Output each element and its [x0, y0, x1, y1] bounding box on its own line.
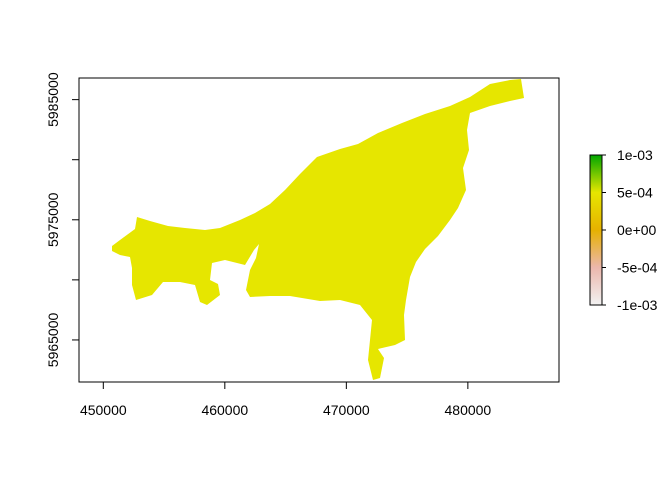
legend-tick-label: 1e-03 [617, 147, 653, 163]
legend-tick-label: -5e-04 [617, 260, 658, 276]
y-tick-label: 5975000 [45, 192, 61, 247]
x-tick-label: 480000 [445, 402, 492, 418]
x-tick-label: 460000 [201, 402, 248, 418]
legend-ticks: -1e-03 -5e-04 0e+00 5e-04 1e-03 [602, 147, 658, 313]
x-tick-label: 450000 [80, 402, 127, 418]
legend-tick-label: 0e+00 [617, 222, 657, 238]
x-axis: 450000 460000 470000 480000 [80, 381, 492, 418]
legend: -1e-03 -5e-04 0e+00 5e-04 1e-03 [589, 147, 658, 313]
legend-tick-label: -1e-03 [617, 297, 658, 313]
y-tick-label: 5985000 [45, 72, 61, 127]
raster-land-area [112, 79, 524, 380]
x-tick-label: 470000 [323, 402, 370, 418]
legend-color-bar [589, 154, 603, 306]
y-tick-label: 5965000 [45, 312, 61, 367]
y-axis: 5965000 5975000 5985000 [45, 72, 80, 367]
legend-tick-label: 5e-04 [617, 185, 653, 201]
